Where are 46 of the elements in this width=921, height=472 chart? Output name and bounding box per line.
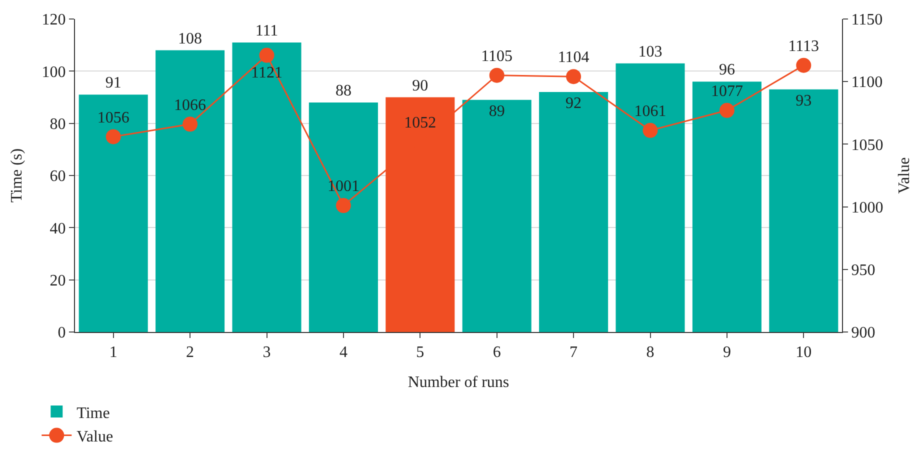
data-label: 1061 (634, 103, 666, 120)
y2-tick-label: 950 (851, 262, 876, 279)
data-label: 103 (638, 43, 662, 60)
y-tick-label: 120 (42, 12, 66, 29)
data-label: 1066 (174, 96, 206, 114)
y2-tick-label: 1150 (851, 12, 883, 29)
data-label: 88 (335, 82, 352, 100)
data-label: 1056 (97, 109, 130, 126)
data-label: 1105 (481, 48, 513, 65)
data-label: 108 (178, 30, 202, 48)
y-tick-label: 60 (50, 168, 66, 186)
y2-tick-label: 1050 (851, 136, 884, 154)
x-tick-label: 4 (339, 344, 348, 362)
legend-label: Time (76, 404, 110, 422)
x-tick-label: 10 (796, 344, 812, 362)
y-tick-label: 100 (42, 64, 66, 81)
data-label: 1113 (788, 38, 820, 55)
data-label: 1077 (710, 83, 743, 100)
x-axis-title: Number of runs (408, 374, 510, 391)
data-label: 89 (488, 102, 505, 120)
x-tick-label: 1 (109, 344, 118, 362)
y-axis-title: Time (s) (8, 148, 26, 203)
data-label: 1104 (558, 49, 590, 66)
legend-label: Value (76, 428, 114, 446)
data-label: 1052 (404, 114, 436, 132)
data-label: 96 (718, 62, 735, 79)
data-label: 90 (412, 77, 428, 94)
x-tick-label: 5 (416, 344, 424, 362)
data-label: 111 (255, 22, 278, 40)
x-tick-label: 2 (186, 344, 194, 362)
y2-axis-title: Value (896, 157, 913, 194)
x-tick-label: 3 (262, 344, 271, 362)
data-label: 92 (566, 95, 582, 112)
y-tick-label: 0 (58, 324, 66, 342)
y2-tick-label: 1100 (851, 74, 883, 92)
x-tick-label: 6 (492, 344, 501, 362)
x-tick-label: 7 (570, 344, 578, 362)
y2-tick-label: 900 (851, 324, 876, 342)
data-label: 93 (796, 92, 812, 110)
y-tick-label: 80 (50, 116, 66, 133)
y2-tick-label: 1000 (851, 199, 884, 216)
y-tick-label: 20 (50, 272, 66, 290)
x-tick-label: 8 (646, 344, 654, 362)
y-tick-label: 40 (50, 220, 66, 238)
x-tick-label: 9 (722, 344, 731, 362)
data-label: 91 (105, 74, 122, 92)
